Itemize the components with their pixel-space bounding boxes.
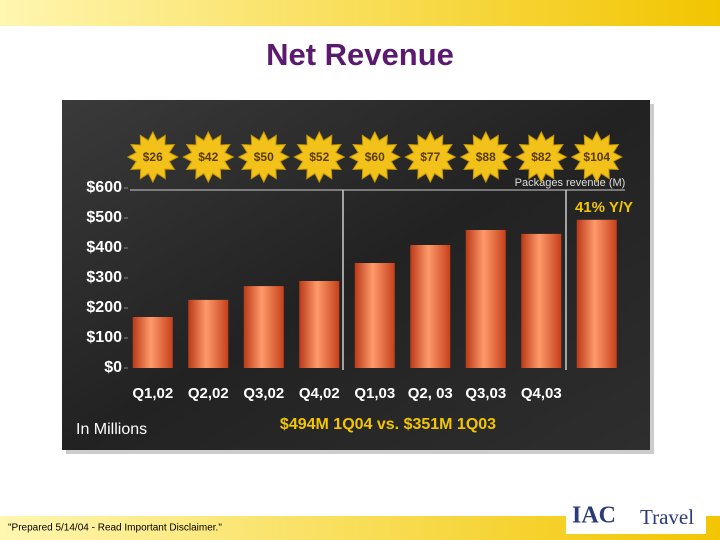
x-tick-label: Q2, 03 (408, 385, 453, 402)
bar (188, 299, 229, 368)
package-star (126, 130, 179, 184)
title: Net Revenue (266, 37, 454, 72)
logo-box (566, 498, 706, 534)
x-tick-label: Q4,02 (299, 385, 340, 402)
y-tick-label: $0 (104, 359, 122, 376)
y-tick-label: $400 (86, 239, 122, 256)
bar (521, 233, 562, 368)
x-tick-label: Q3,02 (243, 385, 284, 402)
package-label: $52 (309, 150, 329, 164)
x-tick-label: Q2,02 (188, 385, 229, 402)
package-label: $88 (476, 150, 496, 164)
package-label: $50 (254, 150, 274, 164)
x-tick-label: Q1,03 (354, 385, 395, 402)
growth-annotation: 41% Y/Y (575, 199, 633, 216)
package-star (237, 130, 290, 184)
y-tick-label: $300 (86, 269, 122, 286)
package-star (182, 130, 235, 184)
x-tick-label: Q1,02 (132, 385, 173, 402)
package-star (570, 130, 623, 184)
package-star (515, 130, 568, 184)
package-star (293, 130, 346, 184)
bar (299, 281, 340, 368)
package-label: $104 (583, 150, 610, 164)
bar (243, 286, 284, 368)
logo-travel: Travel (640, 505, 694, 529)
y-tick-label: $500 (86, 209, 122, 226)
bar (465, 230, 506, 368)
units-note: In Millions (76, 421, 147, 438)
bar (354, 263, 395, 368)
package-label: $60 (365, 150, 385, 164)
bar (410, 245, 451, 368)
top-band (0, 0, 720, 26)
package-star (459, 130, 512, 184)
package-label: $77 (420, 150, 440, 164)
package-label: $42 (198, 150, 218, 164)
package-star (404, 130, 457, 184)
comparison-annotation: $494M 1Q04 vs. $351M 1Q03 (280, 416, 496, 433)
y-tick-label: $600 (86, 179, 122, 196)
x-tick-label: Q3,03 (465, 385, 506, 402)
disclaimer: "Prepared 5/14/04 - Read Important Discl… (8, 523, 222, 534)
package-label: $26 (143, 150, 163, 164)
y-tick-label: $100 (86, 329, 122, 346)
package-label: $82 (531, 150, 551, 164)
x-tick-label: Q4,03 (521, 385, 562, 402)
package-star (348, 130, 401, 184)
bar (132, 317, 173, 368)
bar (576, 219, 617, 368)
logo-iac: IAC (572, 503, 616, 529)
y-tick-label: $200 (86, 299, 122, 316)
